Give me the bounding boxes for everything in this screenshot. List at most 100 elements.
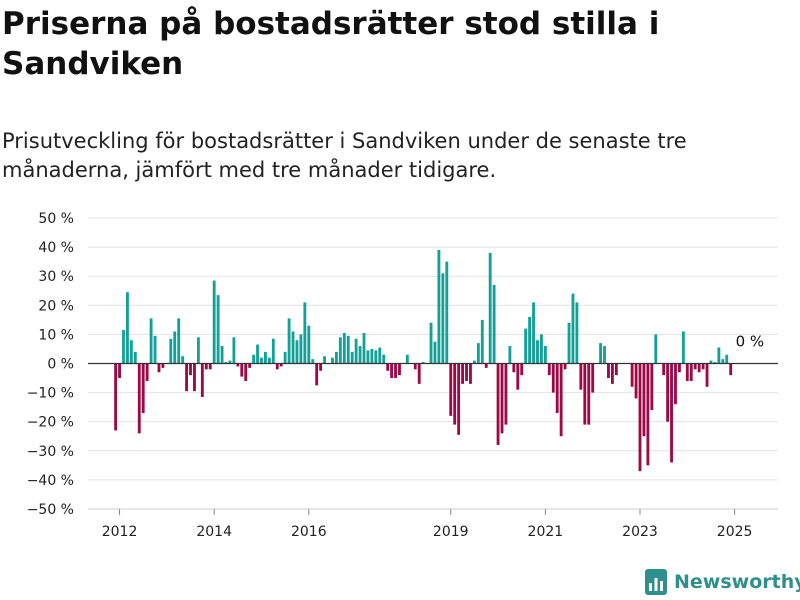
bar [303, 302, 307, 364]
bar [193, 363, 196, 392]
y-tick-label: 20 % [38, 298, 74, 314]
bar [346, 335, 350, 364]
x-tick-label: 2021 [528, 524, 564, 540]
bar [220, 346, 224, 364]
bar [717, 347, 721, 364]
bar [417, 363, 421, 384]
bar [331, 357, 334, 364]
bar [122, 330, 125, 364]
bar [457, 363, 461, 435]
bar [614, 363, 618, 376]
bar [232, 337, 236, 364]
bar [260, 357, 263, 364]
bar [429, 322, 433, 364]
bar [177, 318, 181, 364]
bar [721, 359, 725, 364]
bar [729, 363, 733, 376]
bar [315, 363, 319, 386]
brand-name: Newsworthy [674, 571, 800, 593]
bar [465, 363, 468, 381]
bar [169, 338, 173, 364]
bar [500, 363, 504, 434]
chart-title: Priserna på bostadsrätter stod stilla i … [2, 6, 660, 82]
bar [540, 334, 543, 364]
bar [354, 338, 358, 364]
chart-subtitle: Prisutveckling för bostadsrätter i Sandv… [2, 129, 687, 182]
bar [118, 363, 121, 379]
bar [579, 363, 583, 390]
bar [204, 363, 208, 370]
bar [338, 337, 342, 364]
bar [208, 363, 212, 370]
bar [358, 346, 362, 364]
bar [374, 350, 378, 364]
bar [634, 363, 638, 399]
bar [689, 363, 693, 381]
y-tick-label: −20 % [27, 415, 74, 431]
newsworthy-logo-icon [645, 569, 667, 595]
bar [701, 363, 705, 370]
bar [334, 351, 338, 364]
y-tick-label: 0 % [47, 357, 74, 373]
bar [157, 363, 161, 373]
bar [295, 340, 299, 364]
bar [323, 356, 326, 364]
bar [610, 363, 614, 384]
bar [453, 363, 457, 425]
bar [196, 337, 200, 364]
bar [271, 338, 275, 364]
bar [469, 363, 472, 384]
bar [674, 363, 677, 405]
bar [524, 328, 528, 364]
bar [433, 341, 437, 364]
bar [378, 347, 382, 364]
bar [713, 362, 717, 364]
bar [445, 261, 449, 364]
bar [228, 360, 232, 364]
newsworthy-logo: Newsworthy [645, 569, 800, 595]
bar [133, 351, 137, 364]
bar [488, 252, 492, 364]
bar [137, 363, 141, 434]
y-tick-label: 50 % [38, 211, 74, 227]
bar [681, 331, 685, 364]
bar [200, 363, 204, 397]
bar [256, 344, 259, 364]
bar [267, 357, 271, 364]
x-tick-label: 2019 [433, 524, 469, 540]
bar [512, 363, 516, 373]
bar [528, 316, 532, 364]
bar [299, 334, 303, 364]
bar [583, 363, 587, 425]
bar [287, 318, 291, 364]
bar [670, 363, 673, 463]
bar [599, 343, 602, 364]
bar [350, 351, 354, 364]
bar [382, 354, 386, 364]
bar [264, 351, 267, 364]
bar [212, 280, 216, 364]
bar [362, 332, 366, 364]
x-tick-label: 2014 [196, 524, 232, 540]
bars [114, 250, 733, 472]
bar [224, 362, 228, 364]
bar [642, 363, 646, 437]
bar [476, 343, 480, 364]
bar [441, 273, 445, 364]
bar [705, 363, 709, 387]
bar [252, 354, 256, 364]
y-tick-label: −50 % [27, 502, 74, 518]
bar [591, 363, 595, 393]
bar [666, 363, 670, 422]
bar [587, 363, 591, 425]
y-tick-label: −40 % [27, 473, 74, 489]
bar [496, 363, 500, 445]
y-tick-label: 30 % [38, 269, 74, 285]
bar [646, 363, 650, 466]
bar [654, 334, 658, 364]
bar [536, 340, 539, 364]
bar [390, 363, 394, 379]
bar-chart: 50 % 40 % 30 % 20 % 10 % 0 % −10 % −20 % −30 % −4… [27, 211, 778, 540]
bar [607, 363, 610, 379]
bar [240, 363, 244, 377]
